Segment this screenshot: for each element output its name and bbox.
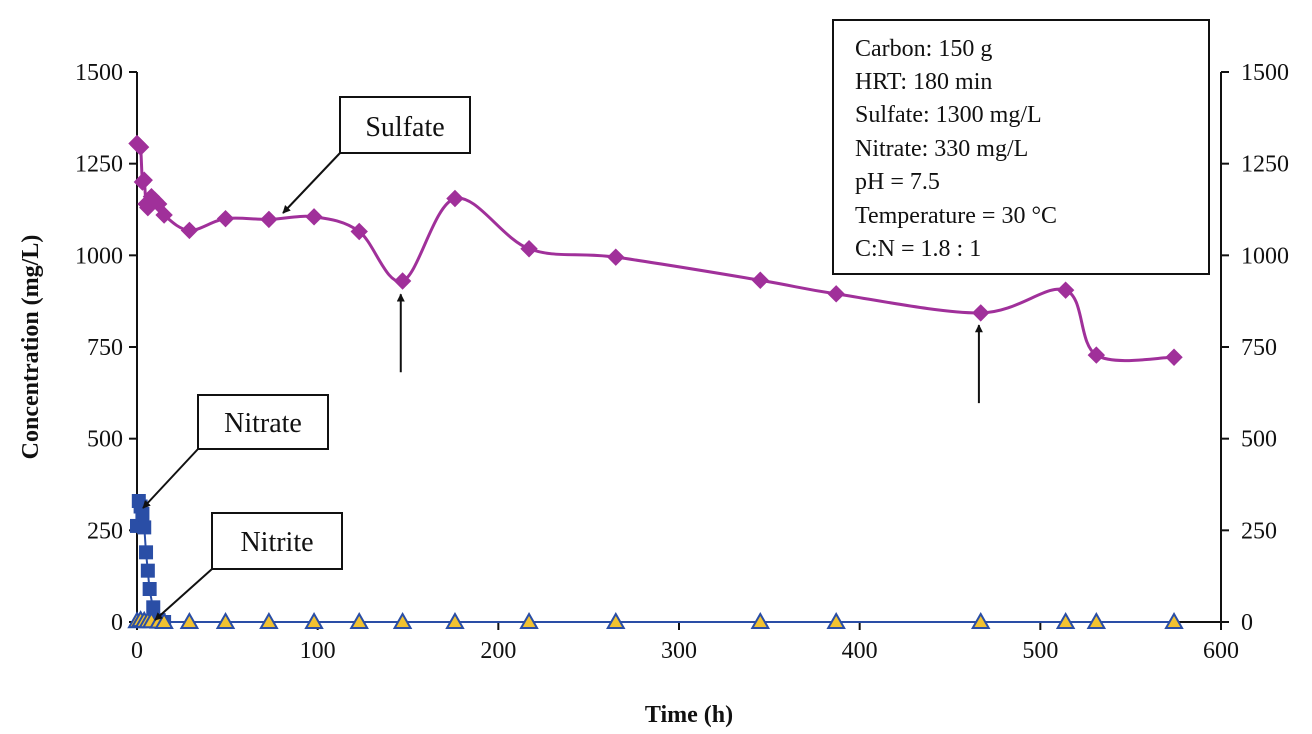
- y-axis-title: Concentration (mg/L): [18, 235, 44, 460]
- x-ticks: 0 100 200 300 400 500 600: [131, 622, 1239, 664]
- callout-box-nitrate: [197, 394, 329, 450]
- callout-sulfate: Sulfate: [282, 96, 471, 214]
- series-line-nitrite: [136, 619, 1175, 624]
- y2-tick-label: 500: [1241, 427, 1277, 453]
- data-point-nitrite: [154, 611, 174, 629]
- condition-line: Sulfate: 1300 mg/L: [855, 102, 1042, 128]
- data-point-sulfate: [216, 209, 235, 228]
- data-point-sulfate: [305, 208, 323, 226]
- data-point-sulfate: [393, 272, 412, 290]
- data-point-nitrite: [970, 611, 991, 629]
- callout-arrow-nitrite: [154, 568, 213, 621]
- data-point-nitrite: [519, 611, 539, 629]
- data-point-sulfate: [135, 171, 153, 189]
- data-point-sulfate: [827, 285, 845, 303]
- y2-tick-label: 1500: [1241, 60, 1289, 86]
- condition-line: C:N = 1.8 : 1: [855, 236, 981, 262]
- x-tick-label: 200: [480, 638, 516, 664]
- data-point-sulfate: [155, 206, 173, 224]
- data-point-nitrite: [750, 611, 771, 629]
- y-tick-label: 250: [87, 518, 123, 544]
- condition-line: pH = 7.5: [855, 169, 940, 195]
- x-tick-label: 100: [300, 638, 336, 664]
- data-point-sulfate: [350, 222, 368, 241]
- data-point-sulfate: [607, 248, 625, 266]
- x-axis-title: Time (h): [645, 702, 733, 728]
- y-tick-label: 0: [111, 610, 123, 636]
- data-point-nitrite: [215, 611, 236, 629]
- data-point-nitrate: [139, 545, 154, 560]
- y2-tick-label: 1000: [1241, 243, 1289, 269]
- data-point-sulfate: [1165, 348, 1183, 366]
- data-point-nitrite: [1086, 611, 1107, 629]
- x-tick-label: 300: [661, 638, 697, 664]
- callout-label-sulfate: Sulfate: [365, 112, 444, 143]
- data-point-sulfate: [1056, 281, 1075, 299]
- data-point-sulfate: [1087, 346, 1106, 364]
- callout-nitrate: Nitrate: [142, 394, 329, 509]
- data-point-sulfate: [520, 240, 538, 258]
- y2-tick-label: 250: [1241, 518, 1277, 544]
- data-point-nitrate: [140, 563, 155, 578]
- data-point-nitrite: [179, 611, 200, 629]
- y-tick-label: 500: [87, 427, 123, 453]
- data-point-nitrate: [137, 520, 152, 535]
- data-point-nitrate: [135, 506, 150, 521]
- y2-tick-label: 750: [1241, 335, 1277, 361]
- y-tick-label: 1000: [75, 243, 123, 269]
- data-point-nitrite: [1055, 611, 1076, 629]
- data-point-sulfate: [972, 304, 990, 322]
- data-point-nitrite: [259, 611, 279, 629]
- data-point-nitrite: [606, 611, 626, 629]
- callout-nitrite: Nitrite: [154, 512, 343, 621]
- callout-box-sulfate: [339, 96, 471, 154]
- callout-arrow-nitrate: [142, 448, 199, 509]
- data-point-nitrite: [826, 611, 846, 629]
- x-tick-label: 0: [131, 638, 143, 664]
- data-point-sulfate: [131, 138, 150, 156]
- x-tick-label: 500: [1022, 638, 1058, 664]
- data-point-nitrite: [392, 611, 413, 629]
- callout-box-nitrite: [211, 512, 343, 570]
- data-point-sulfate: [446, 189, 464, 208]
- y2-tick-label: 0: [1241, 610, 1253, 636]
- series-sulfate: [128, 134, 1183, 366]
- x-tick-label: 600: [1203, 638, 1239, 664]
- condition-line: Nitrate: 330 mg/L: [855, 136, 1028, 162]
- y-tick-label: 1500: [75, 60, 123, 86]
- series-nitrite: [127, 610, 1184, 629]
- event-arrows: [396, 293, 983, 404]
- y2-tick-label: 1250: [1241, 152, 1289, 178]
- data-point-nitrite: [1164, 611, 1184, 629]
- data-point-nitrite: [349, 611, 369, 629]
- data-point-sulfate: [180, 221, 199, 240]
- condition-line: HRT: 180 min: [855, 69, 992, 95]
- callout-label-nitrate: Nitrate: [224, 408, 302, 439]
- data-point-nitrite: [445, 611, 465, 629]
- condition-line: Temperature = 30 °C: [855, 203, 1057, 229]
- callout-label-nitrite: Nitrite: [240, 527, 313, 558]
- y-ticks-left: 0 250 500 750 1000 1250 1500: [75, 60, 137, 636]
- y-ticks-right: 0 250 500 750 1000 1250 1500: [1221, 60, 1289, 636]
- y-tick-label: 1250: [75, 152, 123, 178]
- data-point-nitrate: [142, 582, 157, 596]
- conditions-box: Carbon: 150 g HRT: 180 min Sulfate: 1300…: [832, 19, 1210, 275]
- conditions-frame: [832, 19, 1210, 275]
- series-layer: [127, 134, 1184, 629]
- data-point-nitrite: [304, 611, 324, 629]
- x-tick-label: 400: [842, 638, 878, 664]
- callout-arrow-sulfate: [282, 152, 341, 214]
- condition-line: Carbon: 150 g: [855, 36, 992, 62]
- y-tick-label: 750: [87, 335, 123, 361]
- data-point-sulfate: [751, 271, 770, 289]
- data-point-nitrate: [146, 600, 161, 615]
- data-point-sulfate: [260, 210, 278, 229]
